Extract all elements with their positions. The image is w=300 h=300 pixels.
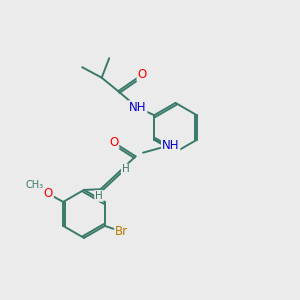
Text: CH₃: CH₃ xyxy=(25,180,43,190)
Text: O: O xyxy=(109,136,118,149)
Text: O: O xyxy=(44,187,53,200)
Text: H: H xyxy=(95,191,103,201)
Text: NH: NH xyxy=(129,101,146,114)
Text: NH: NH xyxy=(162,139,179,152)
Text: O: O xyxy=(138,68,147,81)
Text: H: H xyxy=(122,164,130,175)
Text: Br: Br xyxy=(115,225,128,239)
